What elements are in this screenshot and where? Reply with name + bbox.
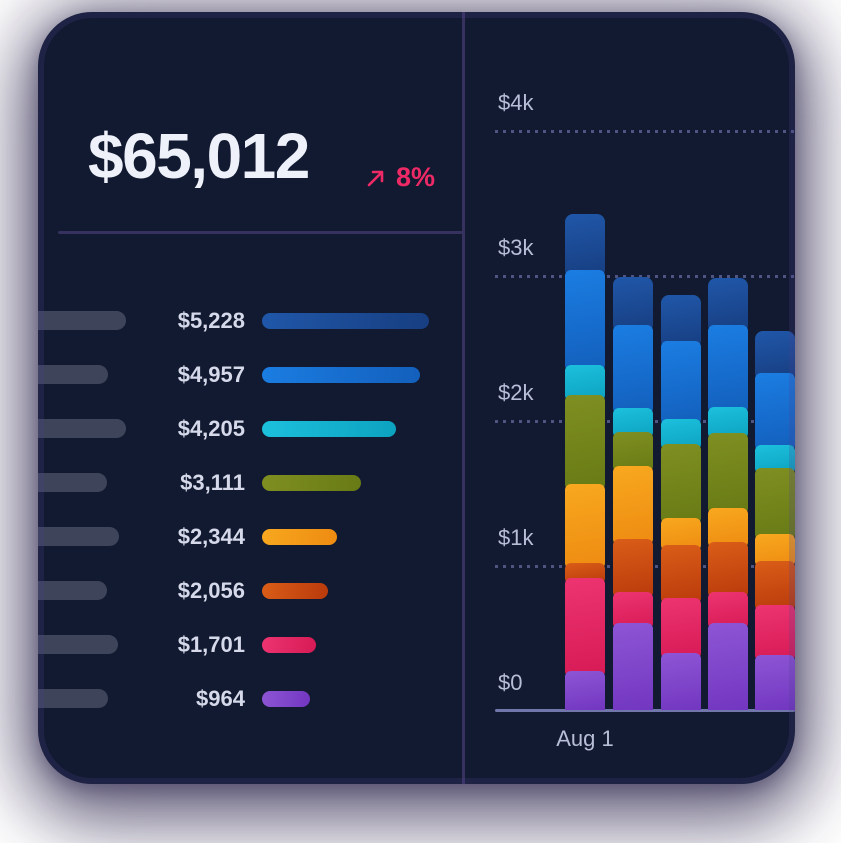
bar-segment-green bbox=[613, 432, 653, 473]
row-bar bbox=[262, 637, 316, 653]
row-bar bbox=[262, 583, 328, 599]
y-tick-label: $1k bbox=[498, 525, 534, 550]
label-pill bbox=[38, 527, 119, 546]
bar-segment-green bbox=[565, 395, 605, 490]
list-item: $1,701 bbox=[38, 618, 463, 672]
bar-segment-dark-orange bbox=[708, 542, 748, 599]
label-pill bbox=[38, 689, 108, 708]
bar-segment-purple bbox=[661, 653, 701, 710]
row-bar bbox=[262, 313, 429, 329]
list-item: $2,344 bbox=[38, 510, 463, 564]
row-bar bbox=[262, 529, 337, 545]
gridline bbox=[495, 275, 795, 278]
list-item: $5,228 bbox=[38, 294, 463, 348]
stacked-bar bbox=[755, 330, 795, 710]
row-bar bbox=[262, 421, 396, 437]
list-item: $2,056 bbox=[38, 564, 463, 618]
y-tick-label: $2k bbox=[498, 380, 534, 405]
bar-segment-green bbox=[661, 443, 701, 524]
bar-segment-dark-orange bbox=[755, 561, 795, 612]
label-pill bbox=[38, 635, 118, 654]
bar-segment-orange bbox=[565, 483, 605, 570]
bar-segment-blue bbox=[661, 340, 701, 426]
bar-segment-orange bbox=[708, 507, 748, 549]
summary-divider bbox=[58, 231, 463, 234]
stacked-bar bbox=[708, 277, 748, 710]
panel-divider bbox=[462, 12, 465, 784]
bar-segment-cyan bbox=[565, 364, 605, 402]
bar-segment-pink bbox=[755, 605, 795, 661]
bar-segment-purple bbox=[755, 654, 795, 710]
stacked-bar bbox=[661, 294, 701, 710]
bar-segment-green bbox=[708, 432, 748, 514]
bar-segment-purple bbox=[708, 622, 748, 710]
stacked-bar bbox=[565, 214, 605, 710]
label-pill bbox=[38, 419, 126, 438]
row-value: $2,056 bbox=[177, 578, 245, 603]
x-tick-label: Aug 1 bbox=[556, 726, 614, 751]
breakdown-list: $5,228 $4,957 $4,205 $3,111 $2,344 $2,056 $1,7… bbox=[38, 294, 463, 726]
y-tick-label: $3k bbox=[498, 235, 534, 260]
label-pill bbox=[38, 311, 126, 330]
bar-segment-green bbox=[755, 467, 795, 541]
gridline bbox=[495, 130, 795, 133]
bar-segment-dark-orange bbox=[613, 539, 653, 599]
row-value: $2,344 bbox=[177, 524, 245, 549]
row-value: $4,957 bbox=[177, 362, 245, 387]
bar-segment-dark-blue bbox=[565, 214, 605, 277]
row-value: $1,701 bbox=[177, 632, 245, 657]
row-value: $4,205 bbox=[177, 416, 245, 441]
bar-segment-blue bbox=[613, 324, 653, 414]
bar-segment-pink bbox=[565, 577, 605, 677]
y-tick-label: $0 bbox=[498, 670, 523, 695]
trend-badge: 8% bbox=[365, 162, 435, 193]
list-item: $964 bbox=[38, 672, 463, 726]
row-bar bbox=[262, 691, 310, 707]
summary-total: $65,012 bbox=[88, 120, 310, 192]
list-item: $4,205 bbox=[38, 402, 463, 456]
bar-segment-pink bbox=[661, 598, 701, 660]
bar-segment-purple bbox=[613, 622, 653, 710]
row-value: $964 bbox=[196, 686, 245, 711]
trend-up-arrow-icon bbox=[365, 167, 387, 189]
bar-segment-blue bbox=[708, 324, 748, 413]
trend-percent: 8% bbox=[396, 162, 436, 192]
bar-segment-dark-blue bbox=[613, 277, 653, 331]
bar-segment-blue bbox=[755, 372, 795, 451]
bar-segment-dark-blue bbox=[755, 330, 795, 379]
label-pill bbox=[38, 581, 107, 600]
dashboard-card: $65,012 8% $5,228 $4,957 $4,205 $3,111 $2,34… bbox=[38, 12, 795, 784]
bar-segment-dark-blue bbox=[708, 277, 748, 331]
list-item: $3,111 bbox=[38, 456, 463, 510]
bar-segment-blue bbox=[565, 270, 605, 371]
label-pill bbox=[38, 365, 108, 384]
bar-segment-pink bbox=[708, 592, 748, 629]
y-tick-label: $4k bbox=[498, 90, 534, 115]
label-pill bbox=[38, 473, 107, 492]
row-value: $3,111 bbox=[180, 470, 245, 495]
list-item: $4,957 bbox=[38, 348, 463, 402]
bar-segment-pink bbox=[613, 592, 653, 629]
bar-segment-orange bbox=[613, 466, 653, 546]
bar-segment-dark-blue bbox=[661, 294, 701, 347]
row-value: $5,228 bbox=[177, 308, 245, 333]
row-bar bbox=[262, 475, 361, 491]
x-axis-line bbox=[495, 709, 795, 712]
stacked-bar bbox=[613, 277, 653, 710]
bar-segment-dark-orange bbox=[661, 545, 701, 605]
bar-segment-purple bbox=[565, 670, 605, 710]
row-bar bbox=[262, 367, 420, 383]
